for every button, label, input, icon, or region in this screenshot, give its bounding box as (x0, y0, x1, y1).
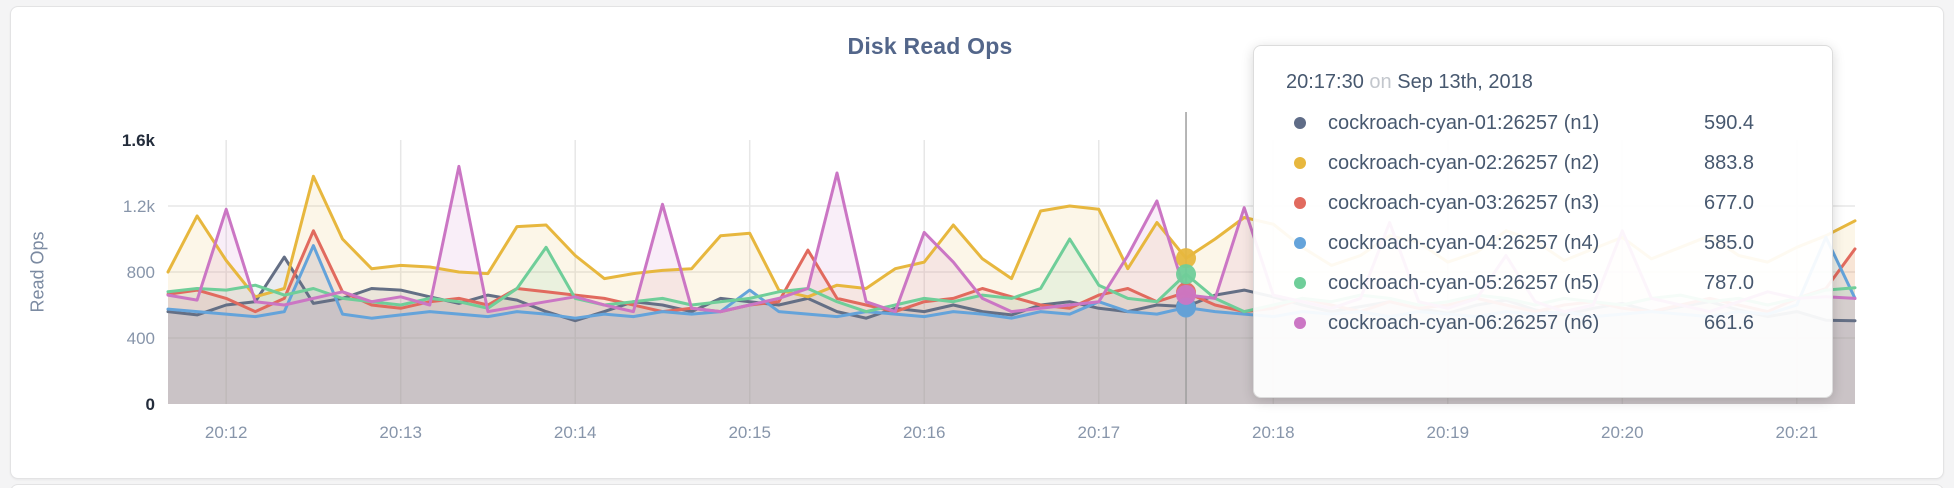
y-tick-label: 1.2k (123, 197, 156, 216)
hover-dot-n2 (1176, 248, 1197, 269)
tooltip-series-row: cockroach-cyan-05:26257 (n5) 787.0 (1284, 263, 1802, 303)
tooltip-series-value: 585.0 (1704, 231, 1755, 254)
tooltip-series-value: 677.0 (1704, 191, 1755, 214)
tooltip-series-row: cockroach-cyan-04:26257 (n4) 585.0 (1284, 223, 1802, 263)
y-tick-label: 800 (127, 263, 155, 282)
tooltip-date: Sep 13th, 2018 (1397, 71, 1533, 93)
tooltip-time: 20:17:30 (1286, 71, 1364, 93)
tooltip-series-row: cockroach-cyan-06:26257 (n6) 661.6 (1284, 303, 1802, 343)
tooltip-series-label: cockroach-cyan-03:26257 (n3) (1328, 191, 1600, 214)
next-card-edge (10, 484, 1944, 488)
x-tick-label: 20:20 (1601, 423, 1644, 442)
series-dot-icon (1294, 317, 1306, 329)
chart-title: Disk Read Ops (847, 33, 1013, 59)
tooltip-series-label: cockroach-cyan-06:26257 (n6) (1328, 311, 1600, 334)
tooltip-series-label: cockroach-cyan-04:26257 (n4) (1328, 231, 1600, 254)
series-dot-icon (1294, 237, 1306, 249)
tooltip-series-value: 787.0 (1704, 271, 1755, 294)
hover-dot-n6 (1176, 284, 1197, 305)
x-tick-label: 20:19 (1427, 423, 1470, 442)
x-tick-label: 20:16 (903, 423, 946, 442)
hover-dot-n5 (1176, 264, 1197, 285)
tooltip-series-label: cockroach-cyan-02:26257 (n2) (1328, 151, 1600, 174)
x-tick-label: 20:21 (1776, 423, 1819, 442)
x-tick-label: 20:17 (1077, 423, 1120, 442)
tooltip-header: 20:17:30 on Sep 13th, 2018 (1286, 71, 1802, 94)
tooltip-series-value: 661.6 (1704, 311, 1755, 334)
tooltip-series-row: cockroach-cyan-02:26257 (n2) 883.8 (1284, 143, 1802, 183)
series-dot-icon (1294, 117, 1306, 129)
series-dot-icon (1294, 157, 1306, 169)
tooltip-series-value: 883.8 (1704, 151, 1755, 174)
x-tick-label: 20:13 (379, 423, 422, 442)
tooltip-series-label: cockroach-cyan-01:26257 (n1) (1328, 111, 1600, 134)
series-dot-icon (1294, 197, 1306, 209)
series-dot-icon (1294, 277, 1306, 289)
x-tick-label: 20:18 (1252, 423, 1295, 442)
tooltip-series-value: 590.4 (1704, 111, 1755, 134)
y-tick-label: 0 (146, 395, 155, 414)
tooltip-conjunction: on (1369, 71, 1392, 93)
tooltip-series-row: cockroach-cyan-01:26257 (n1) 590.4 (1284, 103, 1802, 143)
y-tick-label: 400 (127, 329, 155, 348)
tooltip-series-list: cockroach-cyan-01:26257 (n1) 590.4 cockroa… (1284, 103, 1802, 343)
y-tick-label: 1.6k (122, 131, 156, 150)
x-tick-label: 20:12 (205, 423, 248, 442)
chart-tooltip: 20:17:30 on Sep 13th, 2018 cockroach-cya… (1253, 45, 1833, 398)
x-tick-label: 20:15 (728, 423, 771, 442)
tooltip-series-row: cockroach-cyan-03:26257 (n3) 677.0 (1284, 183, 1802, 223)
tooltip-series-label: cockroach-cyan-05:26257 (n5) (1328, 271, 1600, 294)
x-tick-label: 20:14 (554, 423, 597, 442)
